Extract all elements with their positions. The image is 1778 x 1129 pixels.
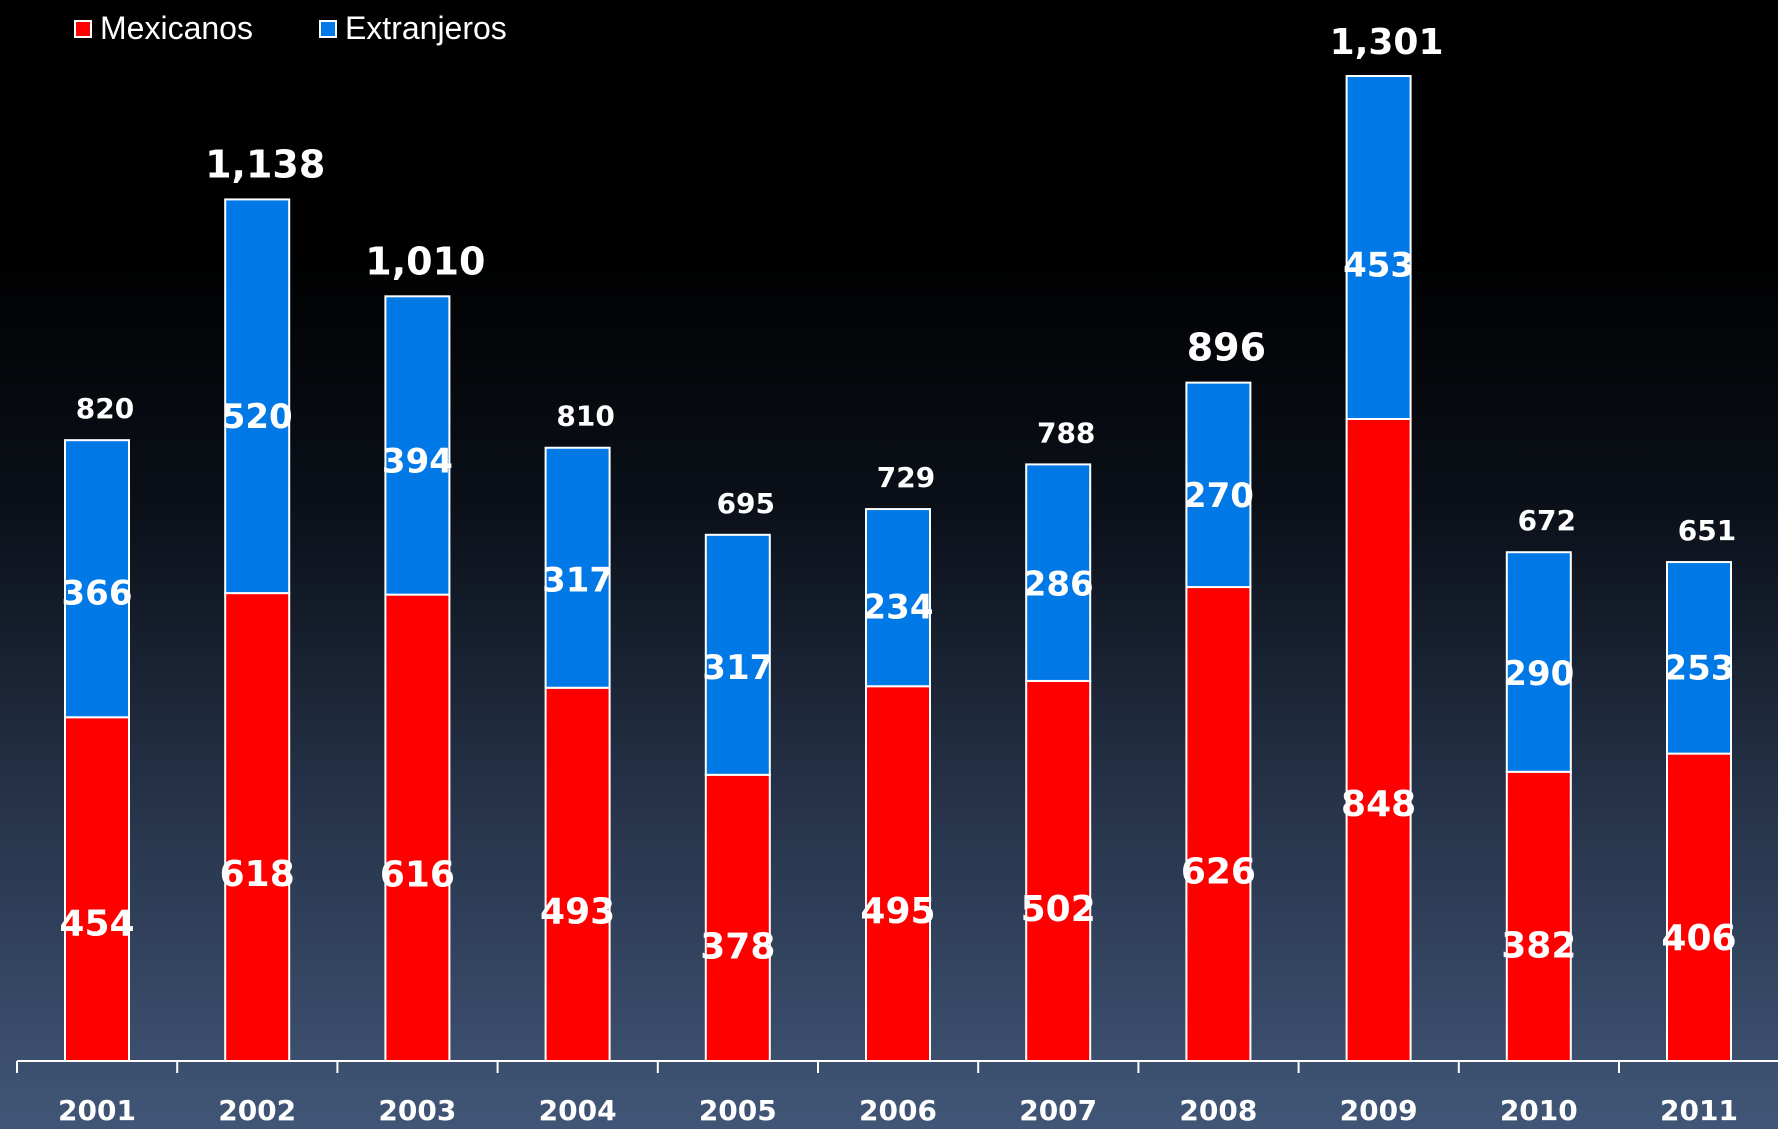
x-tick-label-2008: 2008 — [1179, 1094, 1257, 1127]
bar-mexicanos-2004 — [544, 686, 611, 1062]
x-tick-label-2009: 2009 — [1340, 1094, 1418, 1127]
bar-extranjeros-2008 — [1185, 381, 1252, 589]
data-label-extranjeros-2006: 234 — [863, 588, 934, 628]
total-label-2011: 651 — [1678, 514, 1736, 547]
data-label-extranjeros-2007: 286 — [1023, 564, 1094, 604]
legend-item-mexicanos: Mexicanos — [74, 10, 253, 47]
total-label-2002: 1,138 — [205, 142, 325, 186]
total-label-2006: 729 — [877, 461, 935, 494]
data-label-extranjeros-2011: 253 — [1664, 648, 1735, 688]
total-label-2003: 1,010 — [365, 239, 485, 283]
data-label-mexicanos-2002: 618 — [220, 854, 295, 895]
bar-mexicanos-2003 — [384, 593, 451, 1062]
legend-swatch-extranjeros — [318, 19, 337, 38]
x-tick-label-2006: 2006 — [859, 1094, 937, 1127]
x-tick-label-2001: 2001 — [58, 1094, 136, 1127]
total-label-2009: 1,301 — [1330, 22, 1444, 63]
bar-extranjeros-2006 — [865, 508, 931, 688]
bar-mexicanos-2006 — [865, 685, 931, 1062]
data-label-extranjeros-2002: 520 — [222, 397, 293, 437]
data-label-extranjeros-2010: 290 — [1503, 654, 1574, 694]
data-label-extranjeros-2008: 270 — [1183, 476, 1254, 516]
legend-label-extranjeros: Extranjeros — [344, 10, 507, 46]
data-label-extranjeros-2003: 394 — [382, 441, 453, 481]
x-tick-label-2010: 2010 — [1500, 1094, 1578, 1127]
bar-extranjeros-2003 — [384, 295, 451, 596]
data-label-mexicanos-2008: 626 — [1181, 851, 1256, 892]
x-tick-label-2004: 2004 — [539, 1094, 617, 1127]
total-label-2010: 672 — [1518, 504, 1576, 537]
data-label-extranjeros-2001: 366 — [62, 574, 133, 614]
data-label-extranjeros-2004: 317 — [542, 561, 613, 601]
bar-extranjeros-2004 — [544, 446, 611, 689]
x-tick-label-2011: 2011 — [1660, 1094, 1738, 1127]
total-label-2005: 695 — [717, 487, 775, 520]
total-label-2001: 820 — [76, 392, 134, 425]
bar-mexicanos-2001 — [64, 716, 130, 1062]
bar-mexicanos-2007 — [1025, 679, 1092, 1063]
bar-extranjeros-2001 — [64, 439, 130, 719]
bar-mexicanos-2011 — [1666, 752, 1732, 1063]
total-label-2007: 788 — [1037, 416, 1095, 449]
x-tick-label-2005: 2005 — [699, 1094, 777, 1127]
x-tick-label-2007: 2007 — [1019, 1094, 1097, 1127]
data-label-mexicanos-2004: 493 — [540, 892, 615, 933]
data-label-extranjeros-2009: 453 — [1343, 246, 1414, 286]
x-tick-label-2002: 2002 — [218, 1094, 296, 1127]
bar-mexicanos-2009 — [1345, 417, 1412, 1063]
data-label-mexicanos-2006: 495 — [860, 891, 935, 932]
data-label-extranjeros-2005: 317 — [702, 648, 773, 688]
bar-extranjeros-2005 — [704, 533, 771, 776]
bar-mexicanos-2008 — [1185, 586, 1252, 1062]
bar-extranjeros-2009 — [1345, 75, 1412, 420]
total-label-2008: 896 — [1187, 326, 1266, 370]
data-label-mexicanos-2009: 848 — [1341, 784, 1416, 825]
bar-extranjeros-2010 — [1505, 551, 1572, 773]
data-label-mexicanos-2003: 616 — [380, 854, 455, 895]
bar-extranjeros-2002 — [224, 198, 291, 595]
data-label-mexicanos-2001: 454 — [59, 904, 134, 945]
bar-mexicanos-2010 — [1505, 770, 1572, 1062]
legend: Mexicanos Extranjeros — [74, 10, 507, 47]
x-tick-label-2003: 2003 — [378, 1094, 456, 1127]
legend-item-extranjeros: Extranjeros — [318, 10, 507, 47]
total-label-2004: 810 — [556, 400, 614, 433]
data-label-mexicanos-2010: 382 — [1501, 925, 1576, 966]
data-label-mexicanos-2005: 378 — [700, 927, 775, 968]
legend-swatch-mexicanos — [74, 19, 92, 38]
data-label-mexicanos-2011: 406 — [1661, 918, 1736, 959]
bar-extranjeros-2007 — [1025, 463, 1092, 682]
bar-extranjeros-2011 — [1666, 561, 1732, 755]
legend-label-mexicanos: Mexicanos — [100, 10, 253, 46]
bar-mexicanos-2005 — [704, 773, 771, 1062]
data-label-mexicanos-2007: 502 — [1021, 889, 1096, 930]
bar-mexicanos-2002 — [224, 592, 291, 1062]
